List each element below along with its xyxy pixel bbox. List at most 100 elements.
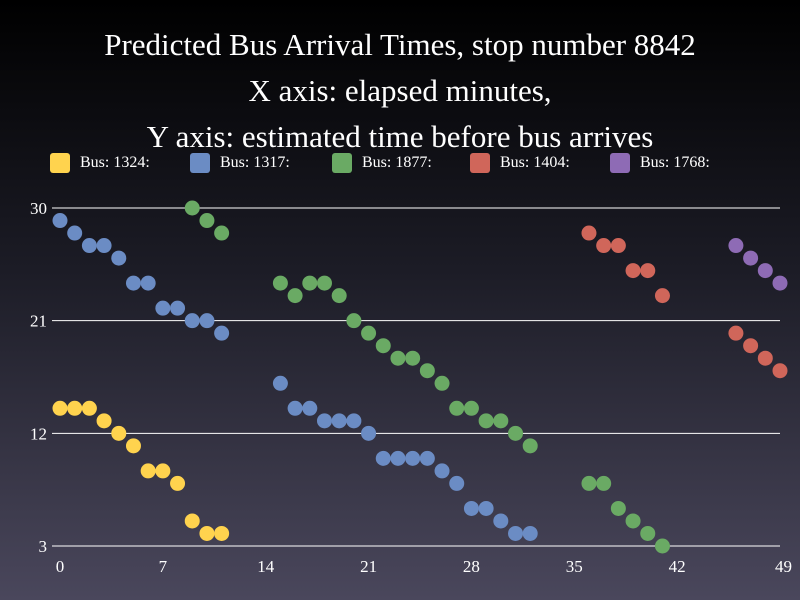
point-series-1-19 bbox=[375, 450, 391, 466]
point-series-3-2 bbox=[610, 238, 626, 254]
x-tick-label-14: 14 bbox=[257, 557, 275, 576]
point-series-1-15 bbox=[316, 413, 332, 429]
point-series-1-25 bbox=[463, 500, 479, 516]
point-series-1-8 bbox=[170, 300, 186, 316]
legend-label-1768: Bus: 1768: bbox=[640, 154, 710, 171]
point-series-3-8 bbox=[757, 350, 773, 366]
x-tick-label-7: 7 bbox=[159, 557, 168, 576]
point-series-1-10 bbox=[199, 313, 215, 329]
point-series-3-9 bbox=[772, 363, 788, 379]
point-series-2-3 bbox=[272, 275, 288, 291]
point-series-2-14 bbox=[434, 375, 450, 391]
point-series-2-23 bbox=[610, 500, 626, 516]
legend-label-1404: Bus: 1404: bbox=[500, 154, 570, 171]
point-series-2-24 bbox=[625, 513, 641, 529]
point-series-2-11 bbox=[390, 350, 406, 366]
point-series-1-18 bbox=[361, 425, 377, 441]
point-series-2-13 bbox=[419, 363, 435, 379]
point-series-0-8 bbox=[170, 475, 186, 491]
chart-title-line-1: Predicted Bus Arrival Times, stop number… bbox=[104, 27, 696, 62]
chart-title-line-3: Y axis: estimated time before bus arrive… bbox=[146, 119, 654, 154]
point-series-0-11 bbox=[214, 525, 230, 541]
x-tick-label-28: 28 bbox=[463, 557, 480, 576]
y-tick-label-12: 12 bbox=[30, 424, 47, 443]
point-series-0-4 bbox=[111, 425, 127, 441]
point-series-1-3 bbox=[96, 238, 112, 254]
point-series-4-0 bbox=[728, 238, 744, 254]
legend-item-1404: Bus: 1404: bbox=[470, 150, 570, 176]
point-series-2-12 bbox=[405, 350, 421, 366]
point-series-2-5 bbox=[302, 275, 318, 291]
y-tick-label-3: 3 bbox=[39, 537, 48, 556]
point-series-2-19 bbox=[508, 425, 524, 441]
point-series-2-7 bbox=[331, 288, 347, 304]
legend-swatch-1404 bbox=[470, 153, 490, 173]
point-series-3-5 bbox=[654, 288, 670, 304]
legend-item-1877: Bus: 1877: bbox=[332, 150, 432, 176]
point-series-2-4 bbox=[287, 288, 303, 304]
point-series-1-20 bbox=[390, 450, 406, 466]
legend-item-1317: Bus: 1317: bbox=[190, 150, 290, 176]
point-series-1-7 bbox=[155, 300, 171, 316]
point-series-1-26 bbox=[478, 500, 494, 516]
point-series-1-9 bbox=[184, 313, 200, 329]
point-series-1-14 bbox=[302, 400, 318, 416]
point-series-1-16 bbox=[331, 413, 347, 429]
point-series-2-26 bbox=[654, 538, 670, 554]
chart-title-line-2: X axis: elapsed minutes, bbox=[248, 73, 552, 108]
point-series-3-7 bbox=[743, 338, 759, 354]
legend-label-1317: Bus: 1317: bbox=[220, 154, 290, 171]
point-series-2-20 bbox=[522, 438, 538, 454]
x-tick-label-21: 21 bbox=[360, 557, 377, 576]
point-series-1-24 bbox=[449, 475, 465, 491]
point-series-1-27 bbox=[493, 513, 509, 529]
point-series-2-16 bbox=[463, 400, 479, 416]
point-series-1-1 bbox=[67, 225, 83, 241]
x-axis-tick-labels: 0 7 14 21 28 35 42 49 bbox=[56, 557, 792, 576]
y-tick-label-30: 30 bbox=[30, 199, 47, 218]
point-series-2-17 bbox=[478, 413, 494, 429]
x-tick-label-42: 42 bbox=[669, 557, 686, 576]
point-series-3-1 bbox=[596, 238, 612, 254]
point-series-0-2 bbox=[81, 400, 97, 416]
legend-item-1324: Bus: 1324: bbox=[50, 150, 150, 176]
point-series-2-1 bbox=[199, 213, 215, 229]
point-series-2-6 bbox=[316, 275, 332, 291]
point-series-0-9 bbox=[184, 513, 200, 529]
point-series-2-25 bbox=[640, 525, 656, 541]
point-series-2-0 bbox=[184, 200, 200, 216]
point-series-1-0 bbox=[52, 213, 68, 229]
point-series-1-28 bbox=[508, 525, 524, 541]
point-series-0-5 bbox=[125, 438, 141, 454]
point-series-2-15 bbox=[449, 400, 465, 416]
x-tick-label-0: 0 bbox=[56, 557, 65, 576]
point-series-1-17 bbox=[346, 413, 362, 429]
point-series-0-6 bbox=[140, 463, 156, 479]
point-series-2-21 bbox=[581, 475, 597, 491]
y-axis-tick-labels: 3 12 21 30 bbox=[30, 199, 47, 556]
point-series-3-4 bbox=[640, 263, 656, 279]
point-series-1-21 bbox=[405, 450, 421, 466]
point-series-4-2 bbox=[757, 263, 773, 279]
legend-swatch-1324 bbox=[50, 153, 70, 173]
point-series-1-11 bbox=[214, 325, 230, 341]
legend-swatch-1877 bbox=[332, 153, 352, 173]
data-points bbox=[52, 200, 788, 554]
point-series-1-23 bbox=[434, 463, 450, 479]
chart-legend: Bus: 1324: Bus: 1317: Bus: 1877: Bus: 14… bbox=[50, 150, 790, 176]
point-series-3-6 bbox=[728, 325, 744, 341]
point-series-0-0 bbox=[52, 400, 68, 416]
point-series-2-8 bbox=[346, 313, 362, 329]
legend-swatch-1317 bbox=[190, 153, 210, 173]
legend-swatch-1768 bbox=[610, 153, 630, 173]
point-series-2-2 bbox=[214, 225, 230, 241]
point-series-0-1 bbox=[67, 400, 83, 416]
legend-item-1768: Bus: 1768: bbox=[610, 150, 710, 176]
point-series-2-10 bbox=[375, 338, 391, 354]
point-series-1-4 bbox=[111, 250, 127, 266]
chart-title: Predicted Bus Arrival Times, stop number… bbox=[0, 22, 800, 160]
point-series-4-3 bbox=[772, 275, 788, 291]
legend-label-1877: Bus: 1877: bbox=[362, 154, 432, 171]
point-series-1-12 bbox=[272, 375, 288, 391]
